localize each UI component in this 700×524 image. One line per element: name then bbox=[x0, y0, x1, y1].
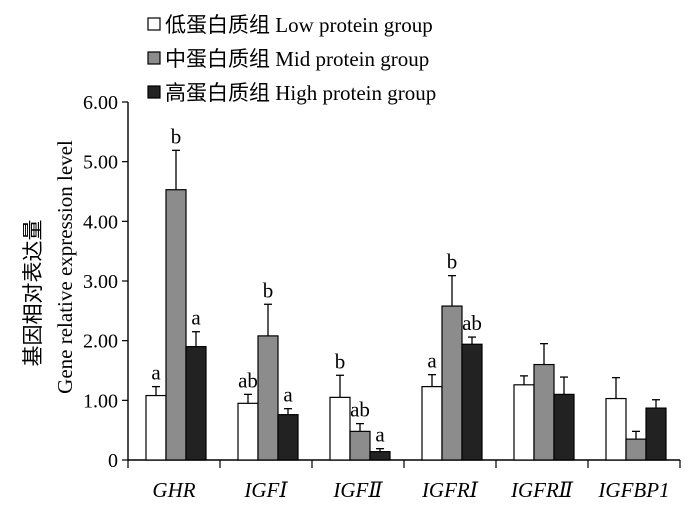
x-category-label: IGFRⅡ bbox=[510, 478, 574, 502]
significance-label: a bbox=[427, 349, 437, 373]
bar bbox=[329, 396, 351, 461]
significance-label: b bbox=[263, 278, 274, 302]
bar bbox=[625, 438, 647, 461]
legend-label: 低蛋白质组 Low protein group bbox=[165, 13, 433, 37]
y-tick-label: 2.00 bbox=[83, 331, 118, 353]
y-tick-label: 3.00 bbox=[83, 271, 118, 293]
significance-label: b bbox=[335, 349, 346, 373]
y-tick-label: 0 bbox=[108, 450, 118, 472]
x-category-label: GHR bbox=[152, 478, 195, 502]
significance-label: a bbox=[283, 383, 293, 407]
x-category-label: IGFBP1 bbox=[597, 478, 669, 502]
significance-label: b bbox=[447, 250, 458, 274]
y-axis-label-cn: 基因相对表达量 bbox=[21, 220, 45, 367]
bar bbox=[645, 407, 667, 461]
bar bbox=[165, 189, 187, 461]
legend-swatch bbox=[147, 51, 161, 65]
significance-label: ab bbox=[462, 311, 482, 335]
significance-label: ab bbox=[238, 368, 258, 392]
y-tick-label: 5.00 bbox=[83, 152, 118, 174]
bar bbox=[533, 363, 555, 461]
legend-swatch bbox=[147, 17, 161, 31]
bar bbox=[513, 384, 535, 461]
significance-label: a bbox=[375, 423, 385, 447]
bar bbox=[237, 402, 259, 461]
bar bbox=[277, 414, 299, 461]
bar bbox=[145, 394, 167, 461]
x-category-label: IGFⅠ bbox=[243, 478, 288, 502]
bar bbox=[369, 451, 391, 461]
bar bbox=[605, 397, 627, 461]
bar bbox=[421, 386, 443, 461]
significance-label: b bbox=[171, 124, 182, 148]
bar bbox=[461, 343, 483, 461]
y-tick-label: 6.00 bbox=[83, 92, 118, 114]
bar bbox=[185, 346, 207, 461]
bar bbox=[349, 430, 371, 461]
x-category-label: IGFⅡ bbox=[332, 478, 383, 502]
bar bbox=[441, 305, 463, 461]
legend-label: 中蛋白质组 Mid protein group bbox=[165, 47, 429, 71]
bar bbox=[257, 335, 279, 461]
significance-label: a bbox=[151, 361, 161, 385]
x-category-label: IGFRⅠ bbox=[421, 478, 479, 502]
y-axis-label-en: Gene relative expression level bbox=[53, 140, 77, 394]
significance-label: a bbox=[191, 306, 201, 330]
bar bbox=[553, 393, 575, 461]
y-tick-label: 4.00 bbox=[83, 211, 118, 233]
legend-swatch bbox=[147, 85, 161, 99]
significance-label: ab bbox=[350, 398, 370, 422]
legend-label: 高蛋白质组 High protein group bbox=[165, 81, 436, 105]
y-tick-label: 1.00 bbox=[83, 390, 118, 412]
